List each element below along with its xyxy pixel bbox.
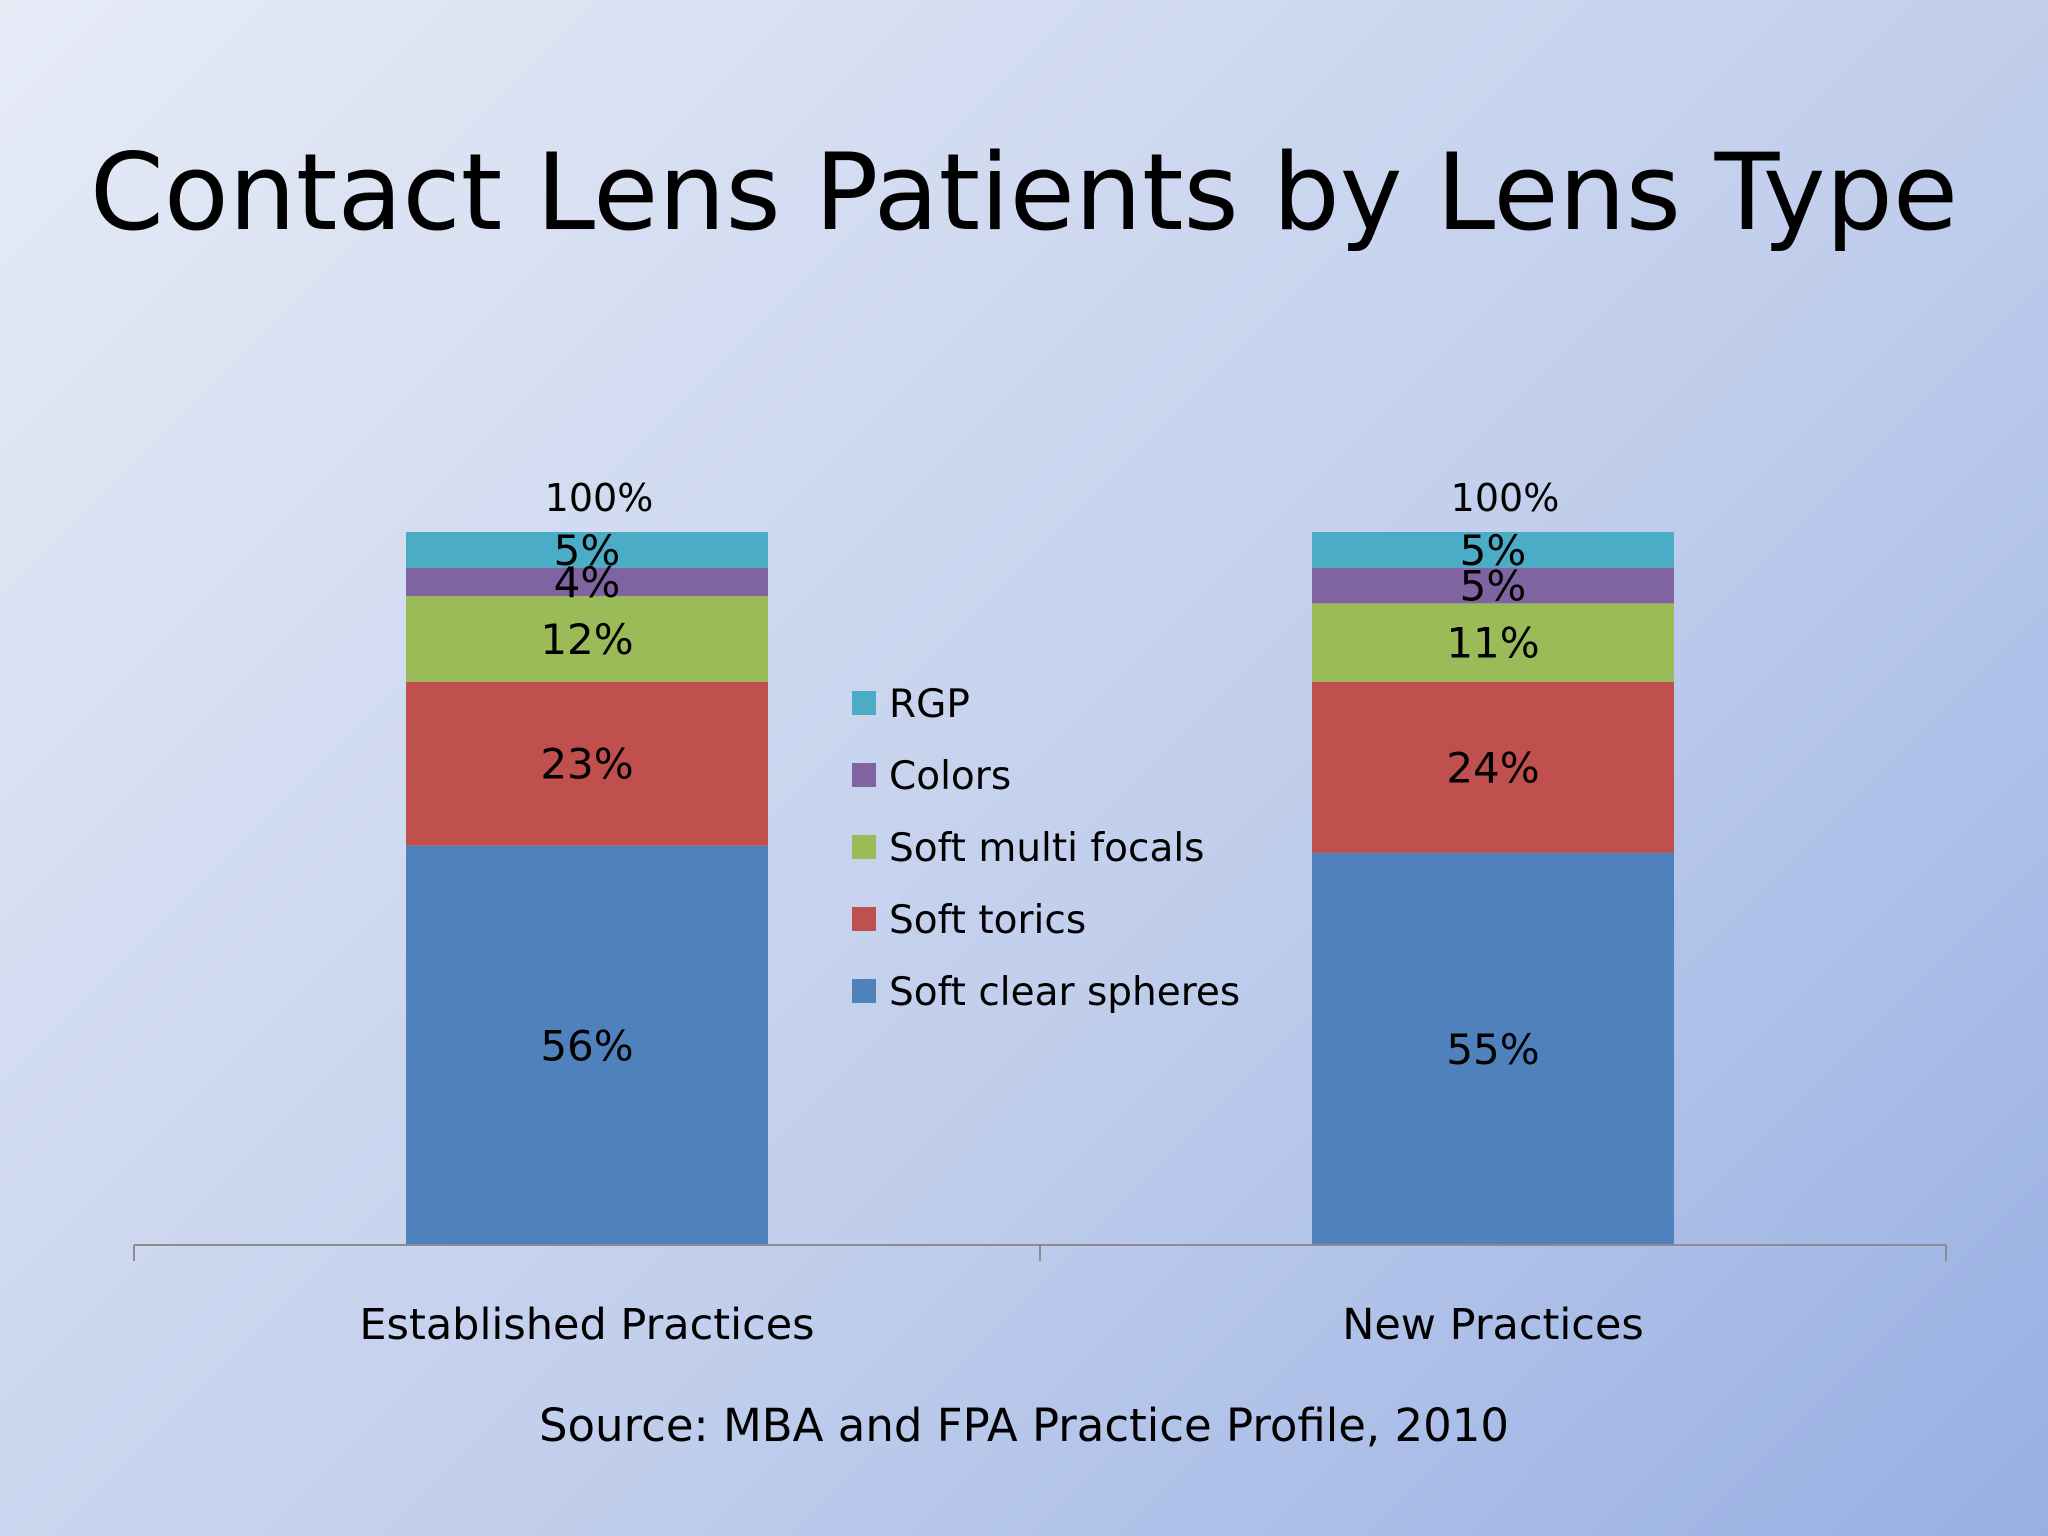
source-note: Source: MBA and FPA Practice Profile, 20… [538,1399,1510,1452]
bar-segment-soft-torics-new-practices [1312,681,1674,853]
legend-swatch-soft-clear-spheres [852,979,876,1003]
bar-segment-soft-multi-focals-established-practices [406,596,768,682]
bar-segment-soft-torics-established-practices [406,681,768,846]
data-label-soft-clear-spheres-established-practices: 56% [540,1021,633,1070]
legend-swatch-soft-torics [852,907,876,931]
legend-swatch-soft-multi-focals [852,835,876,859]
legend-label-soft-clear-spheres: Soft clear spheres [889,970,1240,1015]
bar-segment-colors-new-practices [1312,567,1674,604]
legend-label-soft-torics: Soft torics [889,898,1086,943]
total-label-established-practices: 100% [545,476,654,520]
x-tick-label-new-practices: New Practices [1342,1300,1644,1350]
legend-swatch-rgp [852,691,876,715]
data-label-colors-established-practices: 4% [554,558,621,607]
data-label-soft-multi-focals-established-practices: 12% [540,615,633,664]
slide-title: Contact Lens Patients by Lens Type [89,131,1959,254]
bar-segment-colors-established-practices [406,567,768,597]
data-label-rgp-new-practices: 5% [1460,526,1527,575]
legend-label-colors: Colors [889,754,1011,799]
bar-segment-soft-clear-spheres-new-practices [1312,852,1674,1245]
bar-segment-rgp-established-practices [406,532,768,568]
legend-label-soft-multi-focals: Soft multi focals [889,826,1205,871]
data-label-rgp-established-practices: 5% [554,526,621,575]
legend-swatch-colors [852,763,876,787]
data-label-soft-torics-new-practices: 24% [1446,743,1539,792]
data-label-soft-multi-focals-new-practices: 11% [1446,619,1539,668]
bar-segment-soft-multi-focals-new-practices [1312,603,1674,682]
legend-label-rgp: RGP [889,682,970,727]
bar-segment-soft-clear-spheres-established-practices [406,845,768,1245]
total-label-new-practices: 100% [1451,476,1560,520]
data-label-soft-clear-spheres-new-practices: 55% [1446,1025,1539,1074]
data-label-colors-new-practices: 5% [1460,561,1527,610]
x-tick-label-established-practices: Established Practices [359,1300,814,1350]
bar-segment-rgp-new-practices [1312,532,1674,568]
data-label-soft-torics-established-practices: 23% [540,740,633,789]
